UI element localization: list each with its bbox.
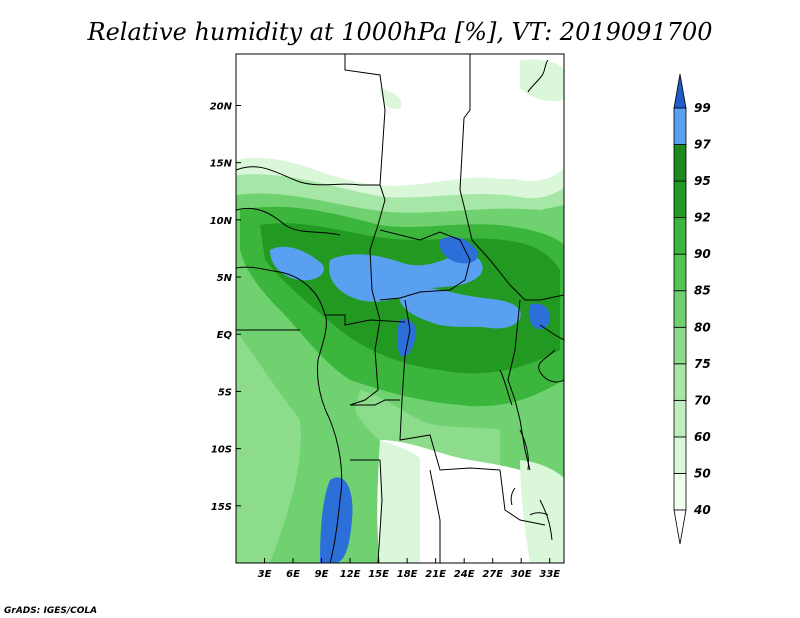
colorbar-segment — [673, 253, 687, 292]
map-frame — [235, 53, 565, 564]
x-tick-label: 6E — [286, 569, 300, 580]
colorbar: 40 50 60 70 75 80 85 90 92 95 97 99 — [673, 73, 711, 545]
x-tick-label: 12E — [340, 569, 361, 580]
colorbar-segment — [673, 107, 687, 145]
x-tick-label: 27E — [482, 569, 503, 580]
colorbar-segment — [673, 436, 687, 474]
latitude-ticks: 20N 15N 10N 5N EQ 5S 10S 15S — [210, 101, 241, 513]
colorbar-bottom-arrow — [673, 509, 687, 545]
x-tick-label: 3E — [258, 569, 272, 580]
colorbar-label: 70 — [694, 393, 711, 407]
x-tick-label: 9E — [315, 569, 329, 580]
colorbar-label: 97 — [694, 138, 711, 152]
colorbar-label: 85 — [694, 284, 711, 298]
colorbar-segment — [673, 326, 687, 365]
colorbar-label: 90 — [694, 247, 711, 261]
x-tick-label: 33E — [539, 569, 560, 580]
x-tick-label: 18E — [397, 569, 418, 580]
map-title: Relative humidity at 1000hPa [%], VT: 20… — [87, 18, 713, 46]
y-tick-label: 10N — [210, 216, 233, 227]
map-panel: 3E 6E 9E 12E 15E 18E 21E 24E 27E 30E 33E 20N 15N 10N… — [210, 53, 565, 580]
rh-region-se-50 — [520, 460, 564, 563]
x-tick-label: 21E — [425, 569, 446, 580]
colorbar-segment — [673, 363, 687, 401]
colorbar-label: 50 — [694, 466, 711, 480]
colorbar-label: 60 — [694, 430, 711, 444]
y-tick-label: 5N — [217, 273, 233, 284]
rh-region-99-lake — [528, 303, 551, 330]
colorbar-segment — [673, 180, 687, 219]
colorbar-label: 40 — [693, 503, 711, 517]
rh-region-south-75 — [355, 390, 500, 470]
rh-region-south-50 — [380, 440, 420, 563]
x-tick-label: 15E — [368, 569, 389, 580]
y-tick-label: EQ — [217, 330, 233, 341]
rh-region-ne-patch — [520, 59, 564, 102]
x-tick-label: 30E — [511, 569, 532, 580]
rh-region-99-congo — [397, 319, 417, 357]
credit-label: GrADS: IGES/COLA — [4, 606, 97, 616]
x-tick-label: 24E — [454, 569, 475, 580]
colorbar-label: 80 — [694, 320, 711, 334]
colorbar-segment — [673, 399, 687, 438]
colorbar-label: 92 — [694, 211, 711, 225]
rh-region-north-patch — [380, 88, 402, 110]
colorbar-segment — [673, 217, 687, 255]
colorbar-segment — [673, 473, 687, 511]
colorbar-segment — [673, 144, 687, 182]
rh-region-97-east — [399, 286, 521, 329]
colorbar-top-arrow — [673, 73, 687, 109]
rh-region-ocean-75 — [236, 330, 301, 563]
rh-region-97-west — [270, 246, 324, 281]
y-tick-label: 20N — [210, 101, 233, 112]
rh-region-99-coast — [320, 477, 353, 563]
longitude-ticks: 3E 6E 9E 12E 15E 18E 21E 24E 27E 30E 33E — [258, 558, 560, 580]
colorbar-label: 95 — [694, 174, 711, 188]
colorbar-segment — [673, 290, 687, 328]
y-tick-label: 15S — [211, 502, 232, 513]
humidity-field — [236, 54, 564, 563]
rh-region-dry-north — [236, 54, 564, 186]
country-borders — [236, 54, 564, 563]
y-tick-label: 10S — [211, 445, 232, 456]
rh-region-97-central — [329, 253, 483, 302]
colorbar-label: 99 — [694, 101, 711, 115]
y-tick-label: 15N — [210, 159, 233, 170]
colorbar-label: 75 — [694, 357, 711, 371]
y-tick-label: 5S — [218, 387, 232, 398]
